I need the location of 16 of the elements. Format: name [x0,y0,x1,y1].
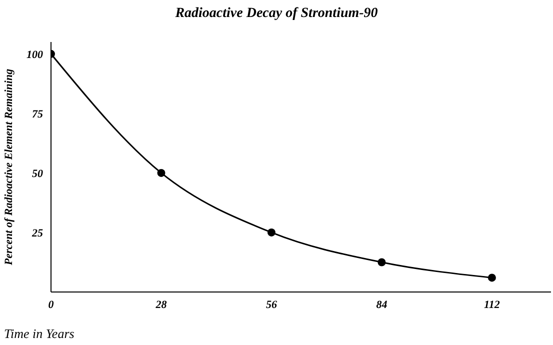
point [488,274,496,282]
x-tick-label: 28 [154,298,168,311]
y-tick-label: 75 [32,108,44,120]
chart-title: Radioactive Decay of Strontium-90 [174,6,379,22]
y-tick-label: 50 [32,168,44,180]
x-tick-label: 56 [266,298,278,311]
x-tick-label: 112 [484,298,500,311]
point [267,228,276,236]
point [378,258,386,266]
y-axis-title: Percent of Radioactive Element Remaining [2,68,15,266]
y-tick-label: 100 [26,48,44,61]
point [157,168,166,177]
y-tick-label: 25 [31,227,44,240]
x-tick-label: 84 [376,298,388,311]
x-tick-label: 0 [48,298,54,311]
x-axis-title: Time in Years [4,326,74,342]
